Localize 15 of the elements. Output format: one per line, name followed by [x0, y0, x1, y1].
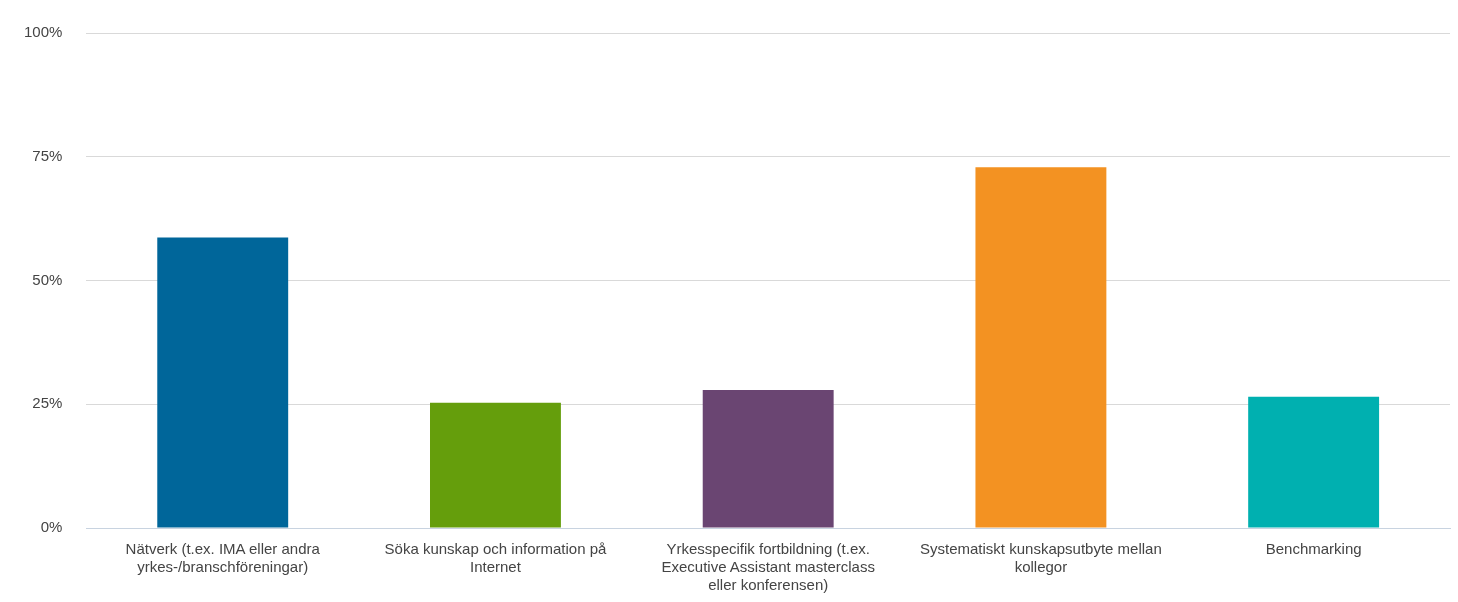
- x-tick-label: Benchmarking: [1265, 540, 1362, 558]
- x-tick-label: Nätverk (t.ex. IMA eller andra yrkes-/branschföreningar): [125, 540, 321, 576]
- y-tick-label: 100%: [23, 23, 63, 41]
- x-tick-label: Söka kunskap och information på Internet: [384, 540, 608, 576]
- y-tick-label: 50%: [32, 270, 63, 288]
- bar: [975, 167, 1107, 528]
- x-tick-label: Yrkesspecifik fortbildning (t.ex. Executive Assistant masterclass eller konferensen): [661, 540, 875, 594]
- bar: [702, 389, 834, 528]
- y-tick-label: 0%: [40, 518, 63, 536]
- y-tick-label: 75%: [32, 146, 63, 164]
- bar: [1248, 396, 1380, 528]
- bar: [430, 402, 561, 528]
- x-tick-label: Systematiskt kunskapsutbyte mellan kollegor: [920, 540, 1162, 576]
- y-tick-label: 25%: [32, 394, 63, 412]
- bar: [157, 237, 289, 528]
